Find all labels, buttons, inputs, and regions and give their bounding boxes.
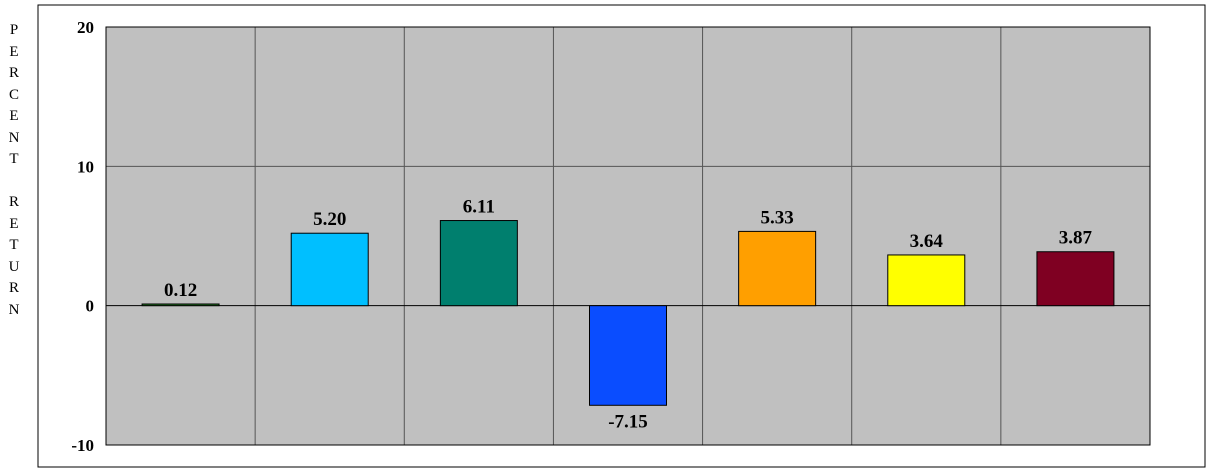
y-axis-label-char: R [8,65,19,81]
data-label: 0.12 [164,280,197,301]
y-axis-label-char: T [9,237,19,253]
data-label: 5.20 [313,209,346,230]
data-label: 6.11 [463,197,495,218]
y-axis-label-char: C [8,86,19,103]
y-tick-label: 10 [77,157,94,176]
bar [290,232,369,307]
data-label: 3.87 [1059,228,1093,249]
y-axis-label-char: T [9,151,19,167]
plot-area: 20 10 0 -10 0.12 5.20 6.11 -7.15 5.33 3.64 3.87 [71,18,1151,455]
y-axis-label-char: E [9,43,19,60]
bar [738,230,817,307]
y-axis-label-char: E [9,215,19,232]
y-axis-label-char: E [9,108,19,124]
y-axis-label-char: U [8,258,20,275]
y-axis-label-char: N [8,129,20,146]
y-axis-label-char: R [8,194,19,210]
bar [887,254,966,307]
plot-border [105,26,1151,446]
y-tick-label: -10 [71,436,94,455]
y-tick-label: 20 [77,18,94,37]
y-axis-label-char: R [8,280,19,296]
bar [1036,251,1115,307]
bar [439,220,518,307]
bar [141,303,220,307]
data-label: 3.64 [910,231,944,252]
y-tick-label: 0 [86,297,95,316]
data-label: -7.15 [608,411,648,432]
bar [589,305,667,406]
y-axis-label-char: N [8,301,20,318]
data-label: 5.33 [761,207,794,228]
y-axis-label-char: P [9,22,19,38]
